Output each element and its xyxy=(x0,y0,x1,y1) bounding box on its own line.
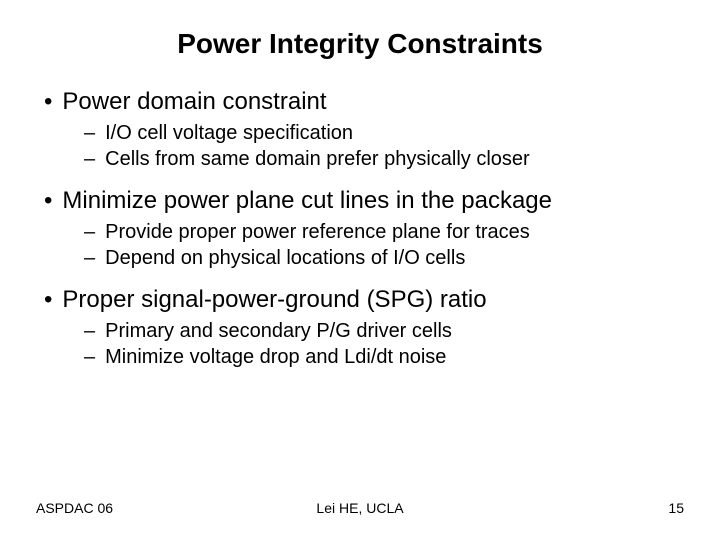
section-2: • Minimize power plane cut lines in the … xyxy=(36,187,684,270)
bullet-l2: – Cells from same domain prefer physical… xyxy=(84,148,684,171)
footer-center: Lei HE, UCLA xyxy=(316,500,403,516)
dash-marker: – xyxy=(84,221,95,244)
bullet-l2-text: I/O cell voltage specification xyxy=(105,122,353,145)
section-1: • Power domain constraint – I/O cell vol… xyxy=(36,88,684,171)
dash-marker: – xyxy=(84,148,95,171)
bullet-l2: – Primary and secondary P/G driver cells xyxy=(84,320,684,343)
bullet-l2-text: Provide proper power reference plane for… xyxy=(105,221,530,244)
bullet-l2-text: Primary and secondary P/G driver cells xyxy=(105,320,452,343)
bullet-l2-text: Minimize voltage drop and Ldi/dt noise xyxy=(105,346,446,369)
dash-marker: – xyxy=(84,122,95,145)
bullet-l2: – Depend on physical locations of I/O ce… xyxy=(84,247,684,270)
bullet-l2: – Minimize voltage drop and Ldi/dt noise xyxy=(84,346,684,369)
bullet-l1: • Power domain constraint xyxy=(44,88,684,116)
bullet-l1-text: Minimize power plane cut lines in the pa… xyxy=(62,187,552,215)
bullet-marker: • xyxy=(44,286,52,314)
bullet-marker: • xyxy=(44,187,52,215)
bullet-l1: • Minimize power plane cut lines in the … xyxy=(44,187,684,215)
bullet-l2: – Provide proper power reference plane f… xyxy=(84,221,684,244)
bullet-l1: • Proper signal-power-ground (SPG) ratio xyxy=(44,286,684,314)
bullet-l2: – I/O cell voltage specification xyxy=(84,122,684,145)
dash-marker: – xyxy=(84,247,95,270)
section-3: • Proper signal-power-ground (SPG) ratio… xyxy=(36,286,684,369)
bullet-l2-text: Cells from same domain prefer physically… xyxy=(105,148,530,171)
footer-left: ASPDAC 06 xyxy=(36,500,113,516)
slide-title: Power Integrity Constraints xyxy=(36,28,684,60)
slide-number: 15 xyxy=(668,500,684,516)
dash-marker: – xyxy=(84,346,95,369)
bullet-l1-text: Proper signal-power-ground (SPG) ratio xyxy=(62,286,486,314)
bullet-marker: • xyxy=(44,88,52,116)
slide-footer: ASPDAC 06 Lei HE, UCLA 15 xyxy=(36,500,684,516)
dash-marker: – xyxy=(84,320,95,343)
bullet-l2-text: Depend on physical locations of I/O cell… xyxy=(105,247,465,270)
bullet-l1-text: Power domain constraint xyxy=(62,88,326,116)
